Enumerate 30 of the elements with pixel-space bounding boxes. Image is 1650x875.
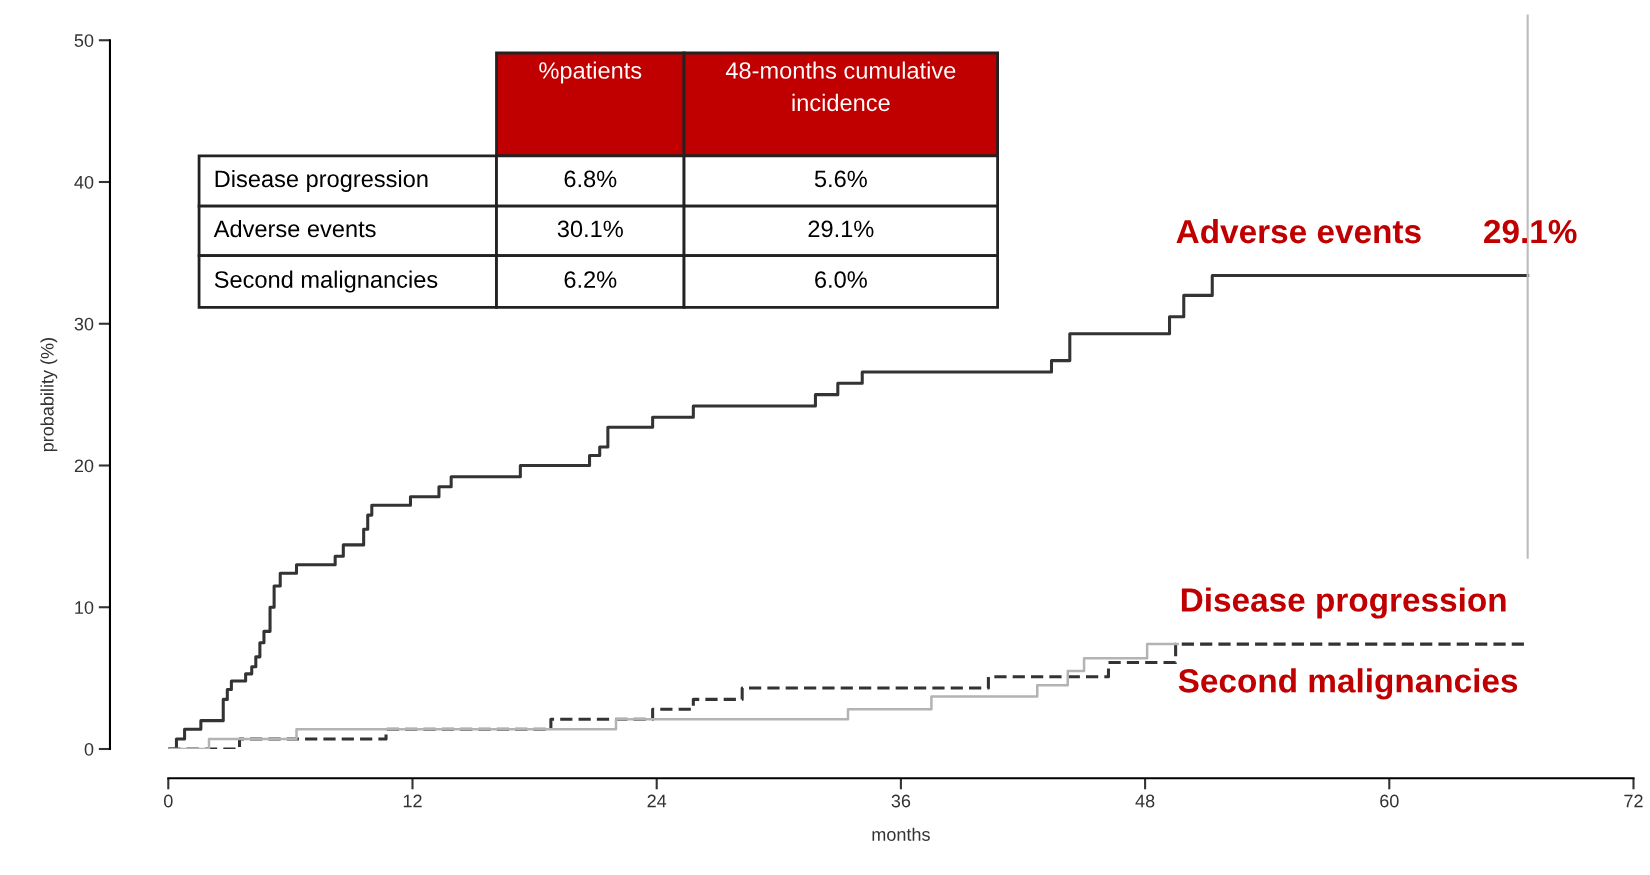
y-tick-label: 40: [74, 175, 94, 189]
annotation: 6.8%: [564, 170, 617, 188]
x-tick-label: 36: [891, 794, 911, 808]
x-tick-label: 0: [163, 794, 173, 808]
series-label: Disease progression: [1181, 587, 1506, 619]
x-axis-title: months: [872, 827, 930, 841]
y-tick-label: 50: [74, 34, 94, 47]
x-tick-label: 60: [1380, 794, 1399, 808]
annotation: 48-months cumulative incidence: [725, 61, 956, 112]
x-tick-label: 12: [403, 794, 422, 808]
series-label: Adverse events: [1176, 218, 1421, 244]
annotation: 6.2%: [564, 271, 617, 288]
annotation: 30.1%: [557, 220, 623, 238]
x-tick-label: 72: [1624, 794, 1643, 808]
y-tick-label: 30: [74, 317, 94, 331]
annotation: 6.0%: [815, 271, 867, 288]
x-tick-label: 24: [647, 794, 667, 808]
annotation: Second malignancies: [214, 270, 438, 293]
y-tick-label: 20: [74, 459, 94, 473]
annotation: Disease progression: [215, 169, 428, 192]
annotation: %patients: [539, 61, 642, 84]
series-label: Second malignancies: [1178, 668, 1518, 700]
annotation: Adverse events: [213, 219, 376, 238]
y-axis-title: probability (%): [40, 338, 58, 452]
y-tick-label: 0: [84, 742, 94, 756]
annotation: 29.1%: [808, 220, 874, 238]
annotation: 5.6%: [814, 170, 867, 188]
x-tick-label: 48: [1135, 794, 1155, 808]
y-tick-label: 10: [75, 601, 94, 614]
annotation: 29.1%: [1484, 219, 1577, 244]
